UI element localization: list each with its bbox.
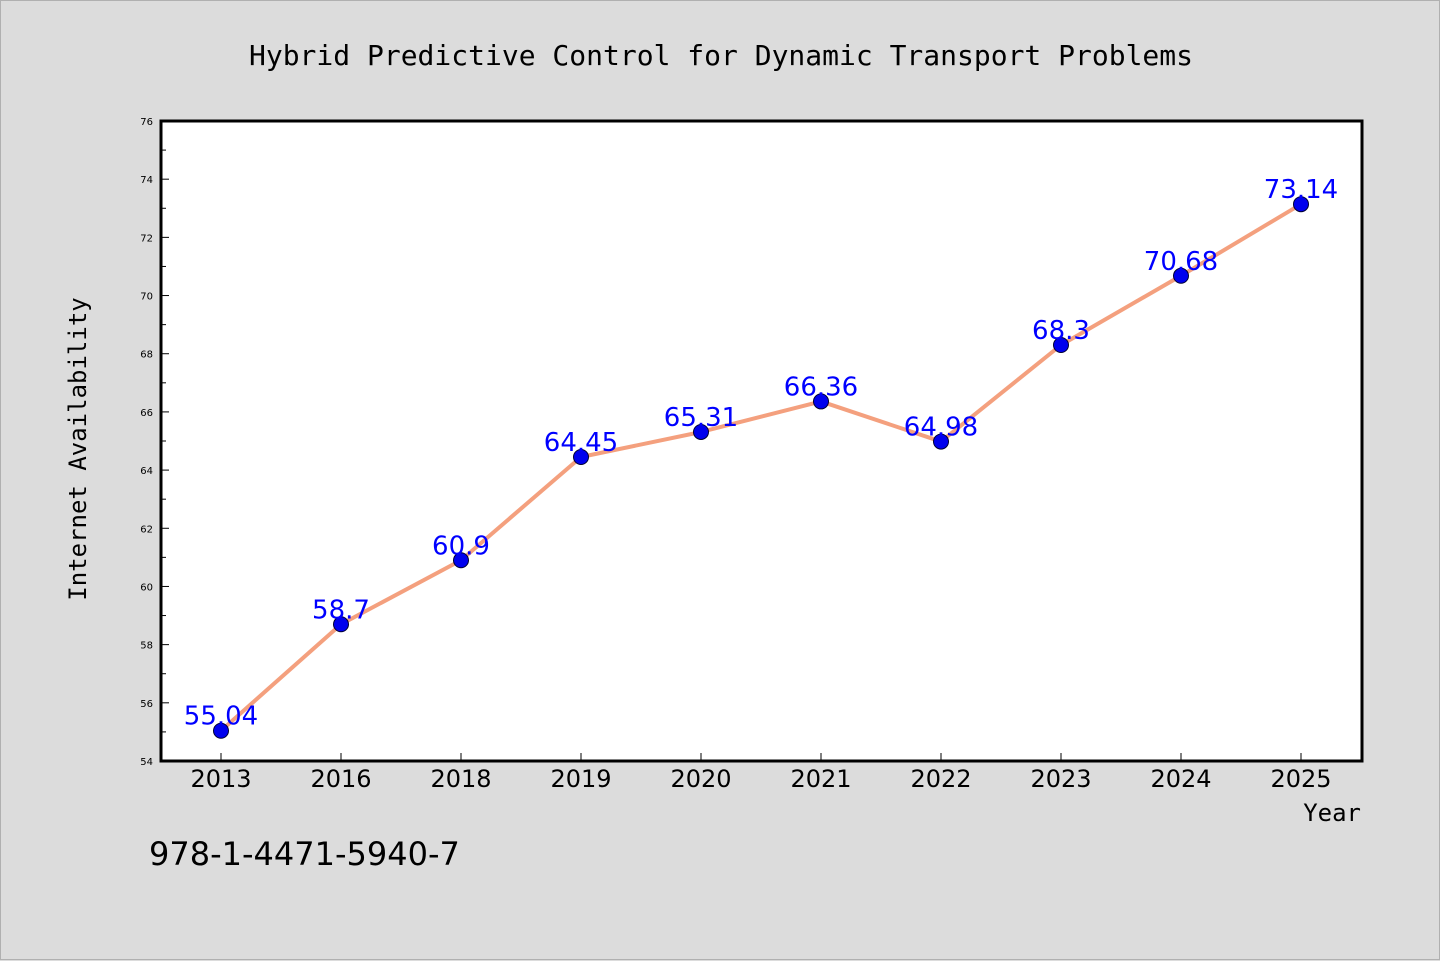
data-point <box>333 616 349 633</box>
y-tick-label: 58 <box>140 641 153 652</box>
y-tick-label: 56 <box>140 699 153 710</box>
x-tick-label: 2023 <box>1030 765 1091 793</box>
y-axis: 54 56 58 60 62 64 66 68 70 72 74 76 <box>140 117 169 768</box>
data-point <box>213 722 229 739</box>
x-tick-label: 2013 <box>190 765 251 793</box>
chart-title: Hybrid Predictive Control for Dynamic Tr… <box>249 39 1193 72</box>
x-tick-label: 2018 <box>430 765 491 793</box>
y-tick-label: 76 <box>140 117 153 128</box>
x-tick-label: 2022 <box>910 765 971 793</box>
y-tick-label: 72 <box>140 233 153 244</box>
data-label: 55.04 <box>184 702 258 732</box>
y-tick-label: 64 <box>140 466 153 477</box>
x-tick-label: 2020 <box>670 765 731 793</box>
data-point <box>1173 267 1189 284</box>
data-point <box>453 552 469 569</box>
data-point <box>693 423 709 440</box>
y-tick-label: 70 <box>140 292 153 303</box>
y-axis-label: Internet Availability <box>64 297 92 600</box>
y-tick-label: 66 <box>140 408 153 419</box>
y-tick-label: 54 <box>140 757 153 768</box>
data-label: 66.36 <box>784 372 858 402</box>
y-tick-label: 74 <box>140 175 153 186</box>
data-label: 65.31 <box>664 403 738 433</box>
data-label: 60.9 <box>432 531 490 561</box>
x-tick-label: 2025 <box>1270 765 1331 793</box>
data-point <box>1053 337 1069 353</box>
data-point <box>933 433 949 450</box>
data-label: 58.7 <box>312 595 370 625</box>
data-point <box>813 393 829 410</box>
series-line <box>219 202 1303 733</box>
y-tick-label: 68 <box>140 350 153 361</box>
series-group: 55.04 58.7 60.9 64.45 65.31 66.36 64.98 68.3 70.… <box>184 175 1338 739</box>
plot-area <box>159 119 1364 763</box>
data-point <box>1293 196 1309 213</box>
x-axis-label: Year <box>1303 799 1361 827</box>
isbn-text: 978-1-4471-5940-7 <box>149 835 460 873</box>
x-tick-label: 2016 <box>310 765 371 793</box>
x-tick-label: 2019 <box>550 765 611 793</box>
data-label: 70.68 <box>1144 247 1218 277</box>
y-tick-label: 62 <box>140 524 153 535</box>
x-axis: 2013 2016 2018 2019 2020 2021 2022 2023 2024 2025 <box>190 753 1332 793</box>
data-label: 64.98 <box>904 413 978 443</box>
x-tick-label: 2021 <box>790 765 851 793</box>
y-tick-label: 60 <box>140 582 153 593</box>
data-point <box>573 449 589 465</box>
data-label: 64.45 <box>544 428 618 458</box>
x-tick-label: 2024 <box>1150 765 1211 793</box>
data-label: 68.3 <box>1032 316 1090 346</box>
data-label: 73.14 <box>1264 175 1338 205</box>
